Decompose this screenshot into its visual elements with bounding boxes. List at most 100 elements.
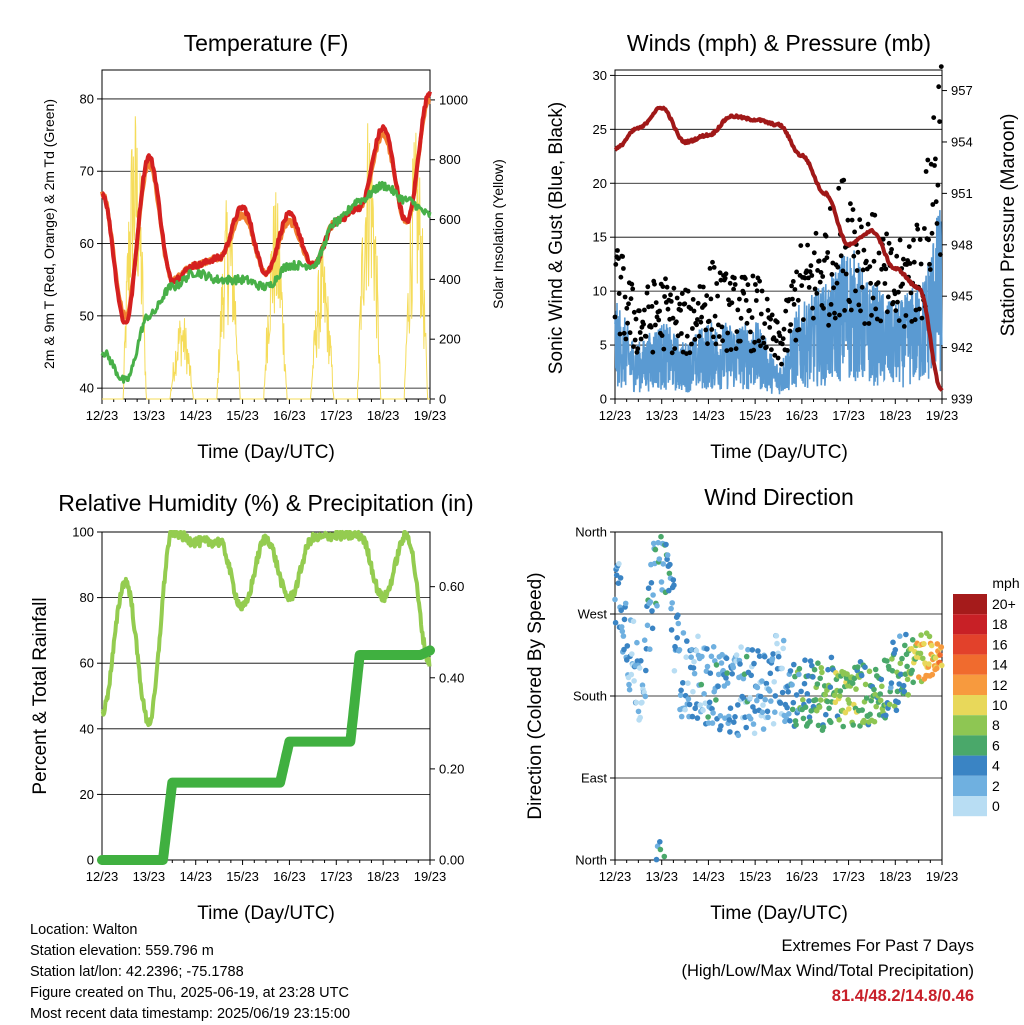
gust-point (750, 273, 756, 279)
gust-point (637, 308, 642, 314)
gust-point (883, 266, 889, 272)
gust-point (657, 308, 662, 314)
direction-point (664, 556, 670, 563)
dir-xtick-label: 13/23 (645, 869, 678, 884)
rh-series (97, 530, 435, 865)
rh-line (100, 530, 432, 728)
direction-point (772, 693, 779, 699)
precip-line (97, 645, 435, 865)
rh-xtick-label: 14/23 (179, 869, 212, 884)
direction-point (680, 680, 686, 686)
gust-point (753, 282, 758, 287)
direction-point (642, 693, 649, 700)
wind-ytick-right-label: 948 (951, 237, 973, 252)
direction-point (859, 707, 865, 713)
legend-swatch (953, 654, 987, 675)
direction-point (800, 715, 807, 722)
gust-point (760, 335, 766, 341)
gust-point (878, 318, 884, 324)
gust-point (631, 344, 636, 349)
direction-point (624, 643, 631, 649)
gust-point (925, 157, 931, 163)
direction-point (765, 714, 771, 721)
solar-line (102, 116, 430, 400)
gust-point (747, 308, 752, 313)
direction-point (768, 698, 774, 704)
gust-point (682, 301, 688, 307)
gust-point (714, 281, 720, 286)
gust-point (648, 324, 654, 330)
direction-point (886, 701, 893, 708)
gust-point (856, 302, 862, 308)
gust-point (727, 280, 733, 286)
direction-point (748, 672, 754, 679)
direction-point (649, 608, 655, 614)
gust-point (816, 258, 822, 264)
gust-point (652, 281, 657, 287)
gust-point (861, 247, 867, 253)
direction-point (789, 682, 795, 688)
direction-point (622, 600, 629, 607)
temp-ytick-label: 80 (80, 91, 94, 106)
gust-point (691, 308, 697, 314)
legend-swatch (953, 634, 987, 655)
direction-point (890, 639, 896, 646)
direction-point (692, 705, 698, 712)
rh-ytick-label: 100 (72, 525, 94, 540)
direction-point (854, 664, 861, 670)
gust-point (612, 314, 618, 320)
direction-point (713, 697, 719, 703)
legend-label: 12 (992, 677, 1008, 693)
direction-point (763, 680, 770, 687)
direction-point (666, 587, 672, 594)
gust-point (737, 338, 743, 344)
gust-point (677, 301, 683, 307)
direction-point (613, 572, 620, 578)
gust-point (929, 230, 935, 236)
wind-title: Winds (mph) & Pressure (mb) (627, 30, 931, 56)
wind-ytick-label: 30 (593, 68, 607, 83)
gust-point (911, 259, 917, 265)
gust-point (870, 295, 876, 301)
direction-point (710, 644, 717, 650)
gust-point (737, 296, 742, 302)
gust-point (713, 341, 719, 347)
direction-point (858, 672, 865, 679)
direction-point (759, 678, 765, 684)
legend-swatch (953, 735, 987, 756)
direction-point (624, 657, 630, 663)
gust-point (621, 330, 627, 336)
legend-label: 6 (992, 737, 1000, 753)
direction-point (612, 619, 619, 626)
gust-point (854, 268, 860, 273)
gust-point (644, 290, 650, 296)
temp-ytick-label: 70 (80, 164, 94, 179)
legend-label: 0 (992, 798, 1000, 814)
gust-point (695, 317, 700, 322)
direction-point (685, 680, 691, 686)
gust-point (634, 349, 640, 355)
direction-point (644, 622, 651, 629)
gust-point (653, 300, 659, 305)
direction-point (889, 656, 895, 662)
direction-point (837, 693, 843, 699)
temp-ytick-right-label: 0 (439, 392, 446, 407)
direction-point (879, 683, 885, 690)
direction-point (800, 697, 806, 703)
legend-label: 14 (992, 657, 1008, 673)
direction-point (747, 716, 754, 722)
gust-point (885, 309, 890, 315)
gust-point (671, 285, 677, 291)
gust-point (884, 231, 889, 237)
gust-point (860, 267, 866, 273)
gust-point (734, 329, 740, 334)
direction-point (691, 658, 697, 665)
direction-point (743, 653, 750, 660)
gust-point (717, 270, 723, 276)
gust-point (847, 299, 852, 305)
gust-point (923, 169, 929, 174)
direction-point (920, 655, 926, 662)
legend-swatch (953, 796, 987, 817)
gust-point (748, 329, 753, 335)
direction-point (817, 675, 823, 682)
